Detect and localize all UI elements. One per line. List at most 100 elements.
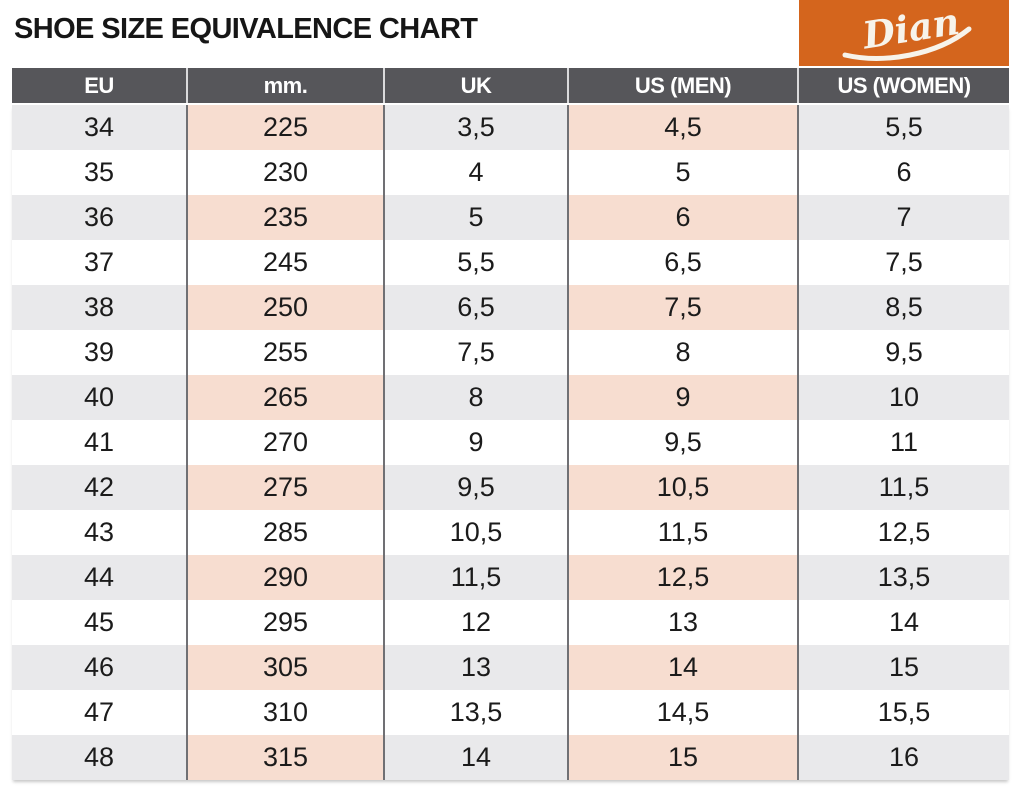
size-cell: 10,5 [385, 510, 569, 555]
size-cell: 36 [12, 195, 188, 240]
size-cell: 48 [12, 735, 188, 780]
size-cell: 41 [12, 420, 188, 465]
size-cell: 7 [799, 195, 1009, 240]
size-cell: 11,5 [569, 510, 799, 555]
table-body: 34 225 3,5 4,5 5,5 35 230 4 5 6 36 235 5 6 7 37 245 5,5 6,… [12, 105, 1009, 780]
size-cell: 35 [12, 150, 188, 195]
size-cell: 3,5 [385, 105, 569, 150]
size-cell: 12,5 [799, 510, 1009, 555]
size-cell: 310 [188, 690, 385, 735]
size-cell: 5 [385, 195, 569, 240]
table-row: 34 225 3,5 4,5 5,5 [12, 105, 1009, 150]
header-cell-eu: EU [12, 68, 188, 103]
table-row: 38 250 6,5 7,5 8,5 [12, 285, 1009, 330]
size-cell: 12,5 [569, 555, 799, 600]
size-cell: 15 [799, 645, 1009, 690]
size-cell: 265 [188, 375, 385, 420]
size-cell: 39 [12, 330, 188, 375]
table-row: 47 310 13,5 14,5 15,5 [12, 690, 1009, 735]
size-cell: 11 [799, 420, 1009, 465]
size-cell: 15,5 [799, 690, 1009, 735]
dian-logo-icon: Dian [842, 0, 972, 61]
size-cell: 14,5 [569, 690, 799, 735]
logo-swoosh [842, 26, 972, 61]
size-cell: 46 [12, 645, 188, 690]
size-cell: 230 [188, 150, 385, 195]
size-cell: 16 [799, 735, 1009, 780]
size-cell: 315 [188, 735, 385, 780]
table-row: 39 255 7,5 8 9,5 [12, 330, 1009, 375]
size-cell: 9,5 [569, 420, 799, 465]
size-cell: 4,5 [569, 105, 799, 150]
table-row: 45 295 12 13 14 [12, 600, 1009, 645]
size-cell: 6,5 [569, 240, 799, 285]
size-cell: 275 [188, 465, 385, 510]
size-cell: 270 [188, 420, 385, 465]
size-cell: 5,5 [799, 105, 1009, 150]
size-cell: 12 [385, 600, 569, 645]
size-cell: 11,5 [799, 465, 1009, 510]
size-cell: 45 [12, 600, 188, 645]
size-cell: 6 [569, 195, 799, 240]
size-cell: 13,5 [385, 690, 569, 735]
table-row: 48 315 14 15 16 [12, 735, 1009, 780]
table-row: 40 265 8 9 10 [12, 375, 1009, 420]
size-cell: 7,5 [385, 330, 569, 375]
size-table: EU mm. UK US (MEN) US (WOMEN) 34 225 3,5 4,… [12, 68, 1009, 780]
header-cell-us-men: US (MEN) [569, 68, 799, 103]
size-cell: 235 [188, 195, 385, 240]
size-cell: 5,5 [385, 240, 569, 285]
size-cell: 9 [569, 375, 799, 420]
size-cell: 5 [569, 150, 799, 195]
table-row: 42 275 9,5 10,5 11,5 [12, 465, 1009, 510]
size-cell: 9,5 [799, 330, 1009, 375]
table-row: 46 305 13 14 15 [12, 645, 1009, 690]
page-title: SHOE SIZE EQUIVALENCE CHART [14, 13, 478, 45]
size-cell: 13,5 [799, 555, 1009, 600]
size-cell: 13 [569, 600, 799, 645]
size-cell: 43 [12, 510, 188, 555]
table-row: 36 235 5 6 7 [12, 195, 1009, 240]
header-cell-mm: mm. [188, 68, 385, 103]
size-cell: 13 [385, 645, 569, 690]
size-cell: 14 [799, 600, 1009, 645]
size-cell: 9 [385, 420, 569, 465]
header-cell-uk: UK [385, 68, 569, 103]
size-cell: 4 [385, 150, 569, 195]
size-cell: 44 [12, 555, 188, 600]
size-cell: 245 [188, 240, 385, 285]
table-row: 35 230 4 5 6 [12, 150, 1009, 195]
size-cell: 250 [188, 285, 385, 330]
logo-text: Dian [859, 0, 963, 58]
size-cell: 47 [12, 690, 188, 735]
size-cell: 15 [569, 735, 799, 780]
size-cell: 14 [569, 645, 799, 690]
header-cell-us-women: US (WOMEN) [799, 68, 1009, 103]
size-cell: 295 [188, 600, 385, 645]
size-cell: 6,5 [385, 285, 569, 330]
table-row: 44 290 11,5 12,5 13,5 [12, 555, 1009, 600]
size-cell: 10,5 [569, 465, 799, 510]
table-row: 37 245 5,5 6,5 7,5 [12, 240, 1009, 285]
size-cell: 42 [12, 465, 188, 510]
size-cell: 38 [12, 285, 188, 330]
size-cell: 10 [799, 375, 1009, 420]
size-cell: 290 [188, 555, 385, 600]
size-cell: 6 [799, 150, 1009, 195]
brand-logo: Dian [799, 0, 1009, 66]
size-cell: 11,5 [385, 555, 569, 600]
size-cell: 8 [385, 375, 569, 420]
size-cell: 255 [188, 330, 385, 375]
table-row: 43 285 10,5 11,5 12,5 [12, 510, 1009, 555]
size-cell: 225 [188, 105, 385, 150]
table-row: 41 270 9 9,5 11 [12, 420, 1009, 465]
size-cell: 285 [188, 510, 385, 555]
size-cell: 7,5 [799, 240, 1009, 285]
size-cell: 34 [12, 105, 188, 150]
size-cell: 14 [385, 735, 569, 780]
size-cell: 7,5 [569, 285, 799, 330]
size-cell: 8 [569, 330, 799, 375]
size-cell: 8,5 [799, 285, 1009, 330]
size-cell: 37 [12, 240, 188, 285]
